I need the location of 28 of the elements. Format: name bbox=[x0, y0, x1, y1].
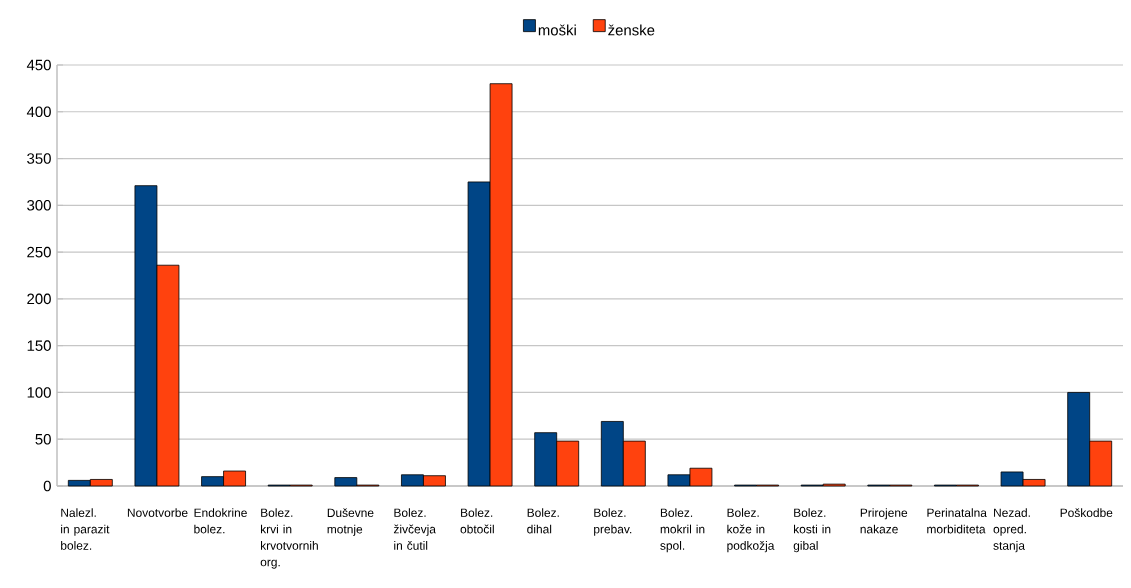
x-tick-label: Bolez. obtočil bbox=[460, 508, 494, 534]
y-tick-label: 400 bbox=[26, 106, 51, 118]
y-tick-label: 100 bbox=[27, 387, 51, 398]
legend-label: ženske bbox=[608, 24, 655, 36]
y-tick-label: 50 bbox=[35, 433, 51, 445]
x-tick-label: Duševne motnje bbox=[327, 508, 374, 536]
x-tick-label: Bolez. kosti in gibal bbox=[793, 508, 831, 553]
y-tick-label: 0 bbox=[43, 480, 51, 492]
x-tick-label: Nalezl. in parazit bolez. bbox=[61, 508, 110, 550]
x-tick-label: Bolez. mokril in spol. bbox=[660, 508, 705, 553]
x-tick-label: Nezad. opred. stanja bbox=[993, 508, 1030, 553]
y-tick-label: 200 bbox=[27, 293, 51, 305]
x-tick-label: Endokrine bolez. bbox=[194, 508, 247, 534]
legend-label: moški bbox=[538, 24, 576, 36]
x-tick-label: Bolez. krvi in krvotvornih org. bbox=[260, 508, 318, 569]
x-tick-label: Poškodbe bbox=[1060, 508, 1113, 518]
y-tick-label: 300 bbox=[27, 200, 51, 211]
x-tick-label: Novotvorbe bbox=[127, 508, 188, 517]
x-tick-label: Bolez. živčevja in čutil bbox=[393, 508, 436, 550]
y-tick-label: 350 bbox=[27, 153, 51, 164]
y-tick-label: 450 bbox=[26, 59, 51, 71]
x-tick-label: Bolez. dihal bbox=[527, 508, 559, 534]
x-tick-label: Perinatalna morbiditeta bbox=[927, 508, 987, 534]
x-tick-label: Bolez. kože in podkožja bbox=[727, 508, 775, 553]
x-tick-label: Bolez. prebav. bbox=[594, 508, 632, 536]
y-tick-label: 250 bbox=[27, 246, 51, 258]
y-tick-label: 150 bbox=[27, 340, 51, 351]
x-tick-label: Prirojene nakaze bbox=[860, 508, 908, 534]
